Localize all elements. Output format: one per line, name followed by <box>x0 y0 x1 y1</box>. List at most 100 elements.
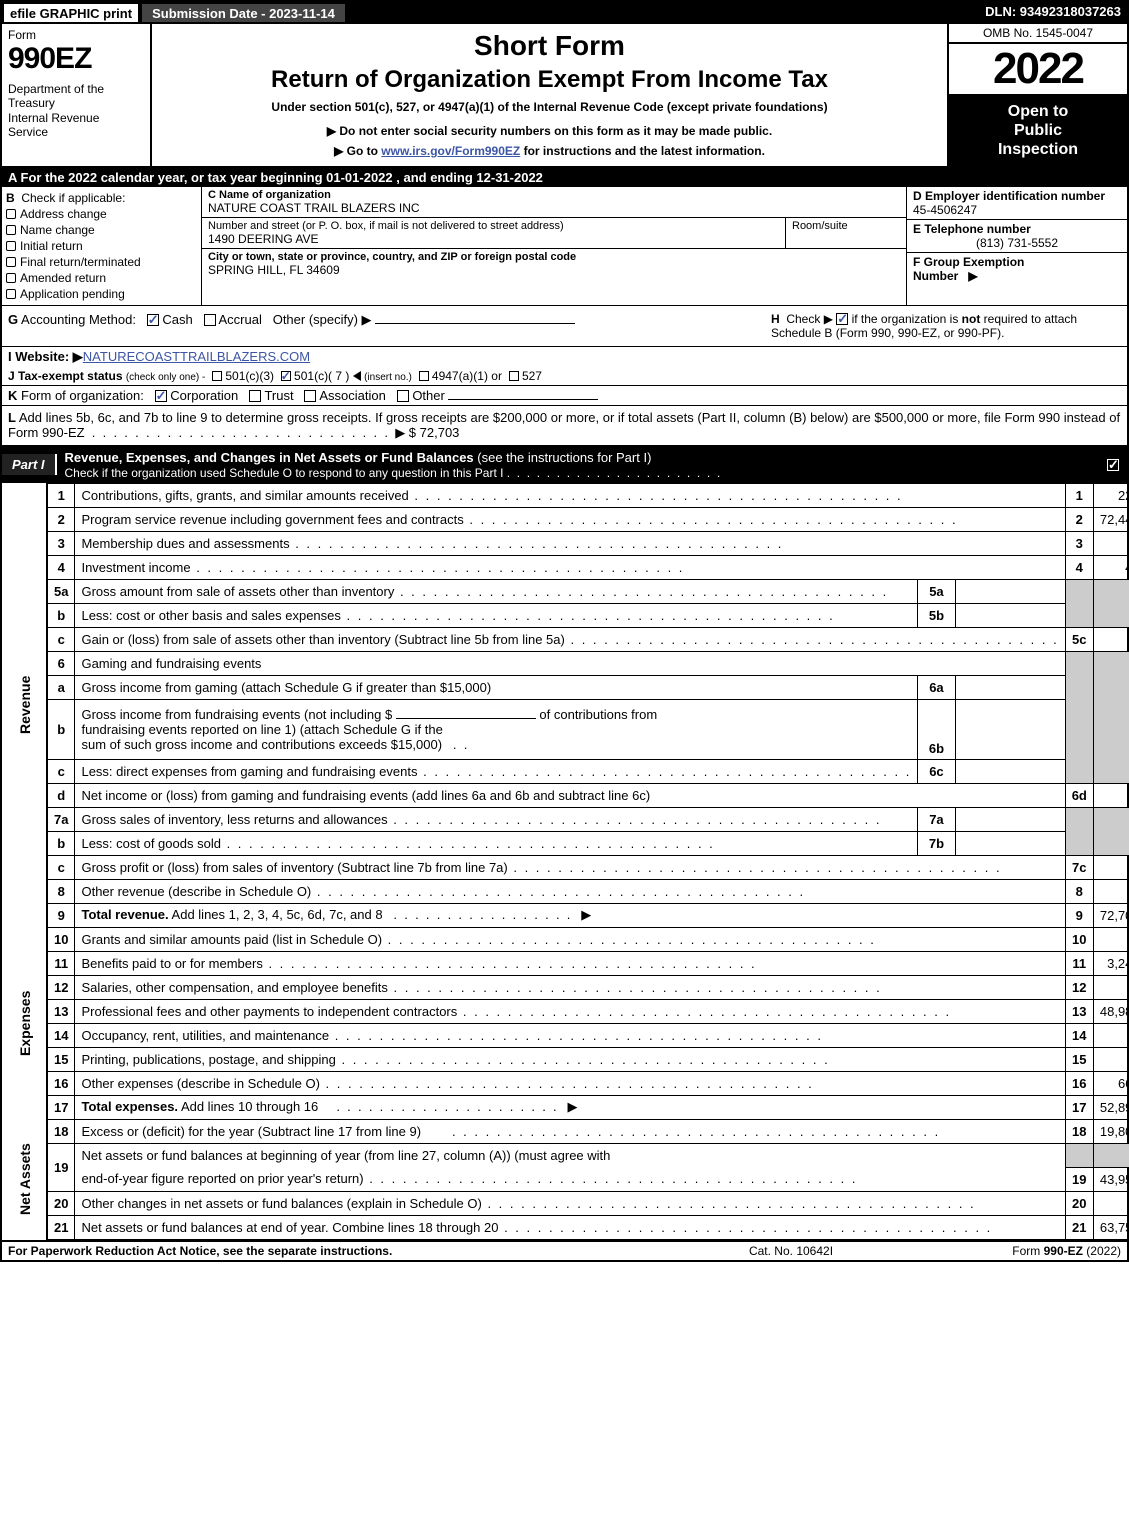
line-desc: Other changes in net assets or fund bala… <box>75 1191 1065 1215</box>
side-revenue: Revenue <box>2 483 47 927</box>
chk-4947[interactable] <box>419 371 429 381</box>
line-desc: end-of-year figure reported on prior yea… <box>75 1167 1065 1191</box>
tax-year: 2022 <box>949 44 1127 96</box>
grey-cell <box>1093 807 1129 855</box>
k-corp: Corporation <box>170 388 238 403</box>
k-trust: Trust <box>264 388 293 403</box>
row-l: L Add lines 5b, 6c, and 7b to line 9 to … <box>2 406 1127 447</box>
blank-input[interactable] <box>396 718 536 719</box>
checkbox-icon <box>6 225 16 235</box>
middle-block: B Check if applicable: Address change Na… <box>2 187 1127 306</box>
j-501c: 501(c)( 7 ) <box>294 369 349 383</box>
line-text: Gross amount from sale of assets other t… <box>81 584 394 599</box>
line-value: 52,897 <box>1093 1095 1129 1119</box>
chk-501c3[interactable] <box>212 371 222 381</box>
chk-527[interactable] <box>509 371 519 381</box>
footer-center: Cat. No. 10642I <box>641 1244 941 1258</box>
subtitle-under: Under section 501(c), 527, or 4947(a)(1)… <box>158 100 941 114</box>
chk-name-change[interactable]: Name change <box>6 223 197 237</box>
website-link[interactable]: NATURECOASTTRAILBLAZERS.COM <box>83 349 310 364</box>
chk-corp[interactable] <box>155 390 167 402</box>
table-row: 5a Gross amount from sale of assets othe… <box>2 579 1129 603</box>
line-text: Membership dues and assessments <box>81 536 289 551</box>
checkbox-icon <box>6 241 16 251</box>
chk-final-return[interactable]: Final return/terminated <box>6 255 197 269</box>
line-num: 12 <box>47 975 75 999</box>
line-desc: Excess or (deficit) for the year (Subtra… <box>75 1119 1065 1143</box>
sub-num: 5b <box>918 603 955 627</box>
line-num: 11 <box>47 951 75 975</box>
chk-initial-return[interactable]: Initial return <box>6 239 197 253</box>
line-desc: Less: cost or other basis and sales expe… <box>75 603 918 627</box>
line-desc: Contributions, gifts, grants, and simila… <box>75 483 1065 507</box>
header-center: Short Form Return of Organization Exempt… <box>152 24 947 166</box>
line-text: Other expenses (describe in Schedule O) <box>81 1076 319 1091</box>
sub-num: 6a <box>918 675 955 699</box>
k-other: Other <box>412 388 445 403</box>
line-num: 3 <box>47 531 75 555</box>
line-num: b <box>47 699 75 759</box>
chk-h[interactable] <box>836 313 848 325</box>
ref-num: 5c <box>1065 627 1093 651</box>
line-desc: Gross income from gaming (attach Schedul… <box>75 675 918 699</box>
goto-pre: ▶ Go to <box>334 144 381 158</box>
chk-address-change[interactable]: Address change <box>6 207 197 221</box>
line-value <box>1093 1047 1129 1071</box>
goto-link[interactable]: www.irs.gov/Form990EZ <box>381 144 520 158</box>
line-num: a <box>47 675 75 699</box>
chk-501c[interactable] <box>281 371 291 381</box>
form-number: 990EZ <box>8 42 144 76</box>
chk-schedule-o[interactable] <box>1107 459 1119 471</box>
efile-print[interactable]: efile GRAPHIC print <box>2 2 140 24</box>
line-text: Less: cost or other basis and sales expe… <box>81 608 340 623</box>
chk-cash[interactable] <box>147 314 159 326</box>
line-num: 13 <box>47 999 75 1023</box>
chk-application-pending[interactable]: Application pending <box>6 287 197 301</box>
other-input[interactable] <box>375 323 575 324</box>
table-row: 13 Professional fees and other payments … <box>2 999 1129 1023</box>
form-page: efile GRAPHIC print Submission Date - 20… <box>0 0 1129 1262</box>
chk-accrual[interactable] <box>204 314 216 326</box>
line-desc: Gross profit or (loss) from sales of inv… <box>75 855 1065 879</box>
sub-num: 7b <box>918 831 955 855</box>
table-row: 2 Program service revenue including gove… <box>2 507 1129 531</box>
line-num: 10 <box>47 927 75 951</box>
ref-num: 18 <box>1065 1119 1093 1143</box>
line-value: 19,806 <box>1093 1119 1129 1143</box>
line-desc: Gaming and fundraising events <box>75 651 1065 675</box>
grp-cell: F Group ExemptionNumber ▶ <box>907 253 1127 285</box>
line-num: 19 <box>47 1143 75 1191</box>
table-row: 8 Other revenue (describe in Schedule O)… <box>2 879 1129 903</box>
table-row: b Less: cost or other basis and sales ex… <box>2 603 1129 627</box>
table-row: end-of-year figure reported on prior yea… <box>2 1167 1129 1191</box>
chk-assoc[interactable] <box>304 390 316 402</box>
line-desc: Other revenue (describe in Schedule O) <box>75 879 1065 903</box>
footer-right: Form 990-EZ (2022) <box>941 1244 1121 1258</box>
ref-num: 17 <box>1065 1095 1093 1119</box>
j-4947: 4947(a)(1) or <box>432 369 502 383</box>
chk-amended-return[interactable]: Amended return <box>6 271 197 285</box>
line-num: 15 <box>47 1047 75 1071</box>
city-cell: City or town, state or province, country… <box>202 249 906 279</box>
arrow-left-icon <box>353 371 361 381</box>
org-name-cell: C Name of organization NATURE COAST TRAI… <box>202 187 906 218</box>
k-other-input[interactable] <box>448 399 598 400</box>
chk-other[interactable] <box>397 390 409 402</box>
chk-trust[interactable] <box>249 390 261 402</box>
line-num: 5a <box>47 579 75 603</box>
ein-cell: D Employer identification number 45-4506… <box>907 187 1127 220</box>
row-i: I Website: ▶NATURECOASTTRAILBLAZERS.COM <box>2 347 1127 367</box>
line-text: Gain or (loss) from sale of assets other… <box>81 632 564 647</box>
table-row: 6 Gaming and fundraising events <box>2 651 1129 675</box>
table-row: Expenses 10 Grants and similar amounts p… <box>2 927 1129 951</box>
dept: Department of theTreasuryInternal Revenu… <box>8 82 144 140</box>
subtitle-goto: ▶ Go to www.irs.gov/Form990EZ for instru… <box>158 144 941 158</box>
line-desc: Total expenses. Add lines 10 through 16 … <box>75 1095 1065 1119</box>
line-desc: Gain or (loss) from sale of assets other… <box>75 627 1065 651</box>
line-desc: Program service revenue including govern… <box>75 507 1065 531</box>
tel-value: (813) 731-5552 <box>913 236 1121 250</box>
form-label: Form <box>8 28 144 42</box>
table-row: 17 Total expenses. Add lines 10 through … <box>2 1095 1129 1119</box>
part-name: Part I <box>2 454 57 475</box>
chk-label: Initial return <box>20 239 83 253</box>
